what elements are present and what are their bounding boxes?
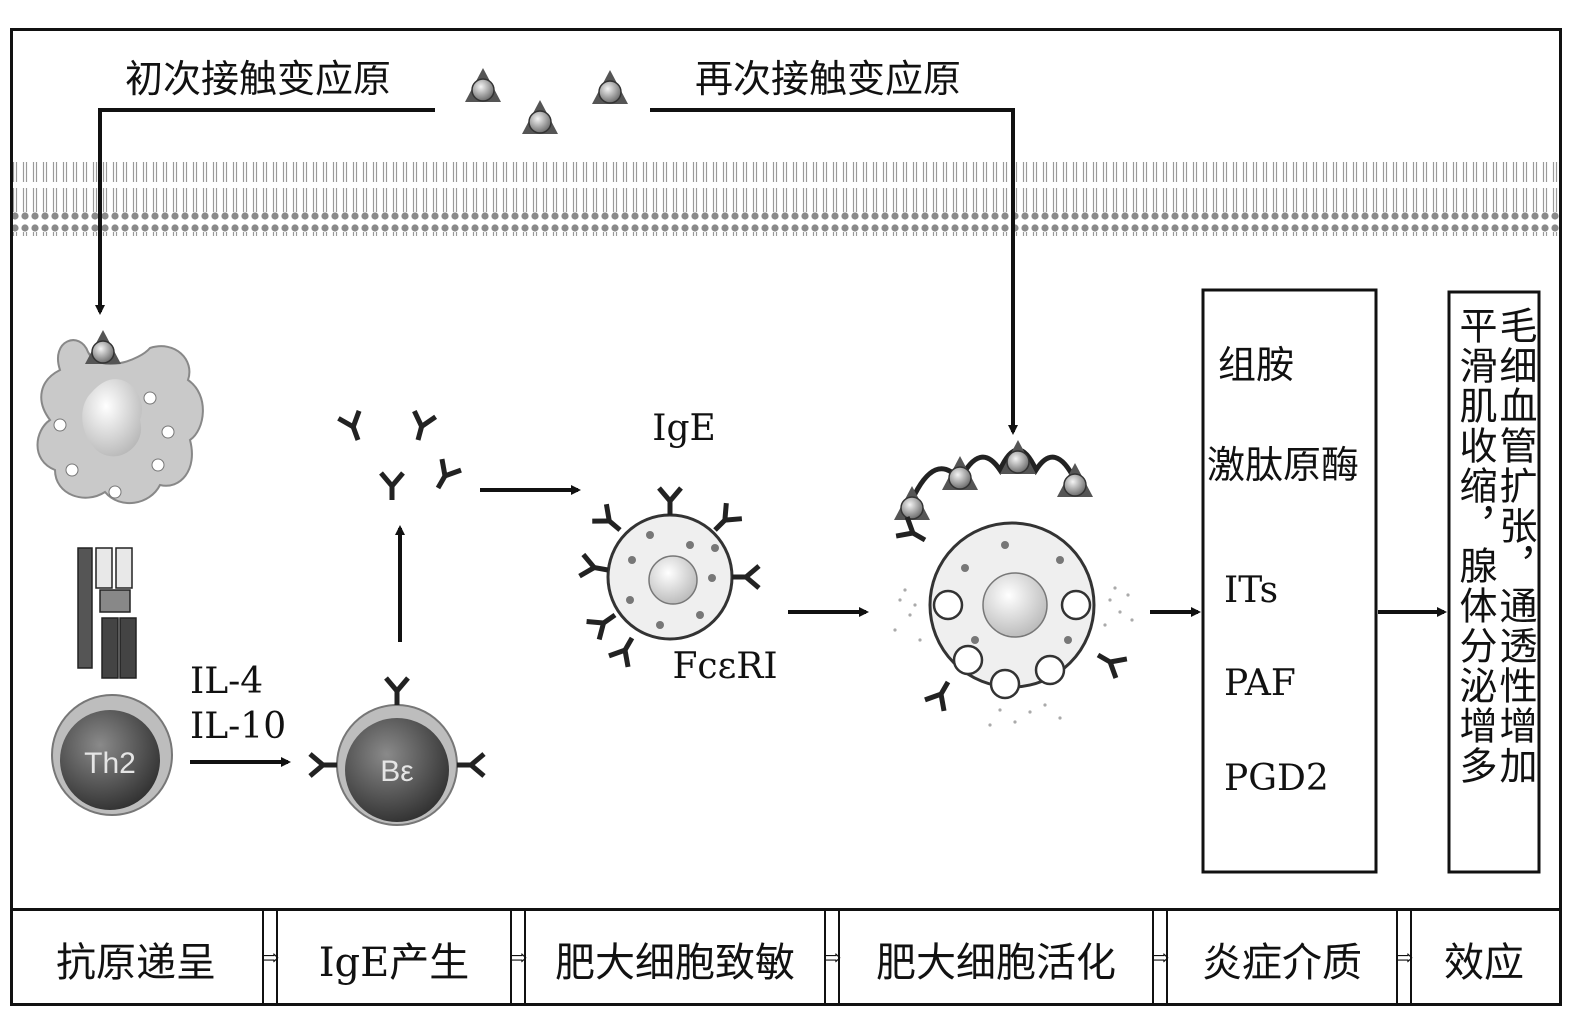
stage-mast-cell-activation: 肥大细胞活化 — [876, 939, 1116, 986]
effect-smooth-muscle-text: 平滑肌收缩，腺体分泌增多 — [1453, 306, 1497, 786]
mediator-item: ITs — [1224, 570, 1278, 611]
stage-antigen-presentation: 抗原递呈 — [56, 939, 216, 986]
b-cell-receptor-icon — [386, 678, 408, 705]
diagram-frame — [10, 28, 1562, 1006]
bound-ige-icon — [659, 488, 681, 515]
b-cell-receptor-icon — [310, 754, 337, 776]
th2-cell — [51, 694, 173, 816]
antigen-presenting-cell — [36, 339, 204, 505]
il10-label: IL-10 — [190, 706, 286, 747]
stage-separator-icon: ⇨ — [1395, 911, 1413, 1006]
bound-ige-icon — [580, 554, 610, 580]
mediator-item: 组胺 — [1218, 343, 1294, 387]
b-cell-receptor-icon — [457, 754, 484, 776]
stage-effects: 效应 — [1444, 939, 1524, 986]
stage-separator-icon: ⇨ — [823, 911, 841, 1006]
cell-membrane — [13, 162, 1560, 236]
il4-label: IL-4 — [190, 661, 263, 702]
ige-antibody-icon — [428, 459, 461, 493]
effect-vascular-text: 毛细血管扩张，通透性增加 — [1493, 306, 1537, 786]
stage-separator-icon: ⇨ — [509, 911, 527, 1006]
stage-ige-production: IgE产生 — [318, 939, 470, 986]
th2-label: Th2 — [84, 747, 136, 780]
second-contact-label: 再次接触变应原 — [695, 57, 961, 101]
bound-ige-icon — [1093, 645, 1127, 678]
bound-ige-icon — [609, 633, 642, 667]
bound-ige-icon — [925, 677, 958, 711]
ige-antibody-icon — [381, 473, 403, 500]
b-cell-label: Bε — [380, 755, 413, 788]
stage-mast-cell-sensitization: 肥大细胞致敏 — [555, 939, 795, 986]
mediator-item: PGD2 — [1224, 758, 1329, 799]
allergen-icon — [521, 99, 559, 135]
stage-separator-icon: ⇨ — [1151, 911, 1169, 1006]
presented-allergen-icon — [84, 329, 122, 365]
bound-ige-icon — [896, 517, 930, 550]
fceri-label: FcεRI — [672, 646, 777, 687]
allergen-icon — [591, 69, 629, 105]
mediator-item: PAF — [1224, 663, 1296, 704]
stage-inflammatory-mediators: 炎症介质 — [1202, 939, 1362, 986]
ige-label: IgE — [652, 408, 716, 449]
ige-antibody-icon — [338, 411, 368, 444]
bound-allergen-icon — [893, 485, 931, 521]
bound-ige-icon — [732, 566, 759, 588]
bound-ige-icon — [587, 606, 622, 640]
first-contact-arrow — [95, 108, 435, 315]
first-contact-label: 初次接触变应原 — [125, 57, 391, 101]
allergen-icon — [464, 67, 502, 103]
bound-allergen-icon — [1056, 462, 1094, 498]
activated-mast-cell — [893, 447, 1134, 727]
b-cell — [336, 704, 458, 826]
sensitized-mast-cell — [606, 513, 734, 641]
mhc-tcr-complex — [77, 547, 137, 679]
mediator-item: 激肽原酶 — [1207, 443, 1359, 487]
effects-box — [1447, 290, 1541, 874]
second-contact-arrow — [650, 108, 1018, 435]
ige-antibody-icon — [407, 411, 435, 443]
mediators-box — [1201, 288, 1378, 874]
stage-separator-icon: ⇨ — [261, 911, 279, 1006]
bound-ige-icon — [592, 504, 627, 538]
stage-bar: 抗原递呈 ⇨ IgE产生 ⇨ 肥大细胞致敏 ⇨ 肥大细胞活化 ⇨ 炎症介质 ⇨ … — [10, 908, 1562, 1006]
